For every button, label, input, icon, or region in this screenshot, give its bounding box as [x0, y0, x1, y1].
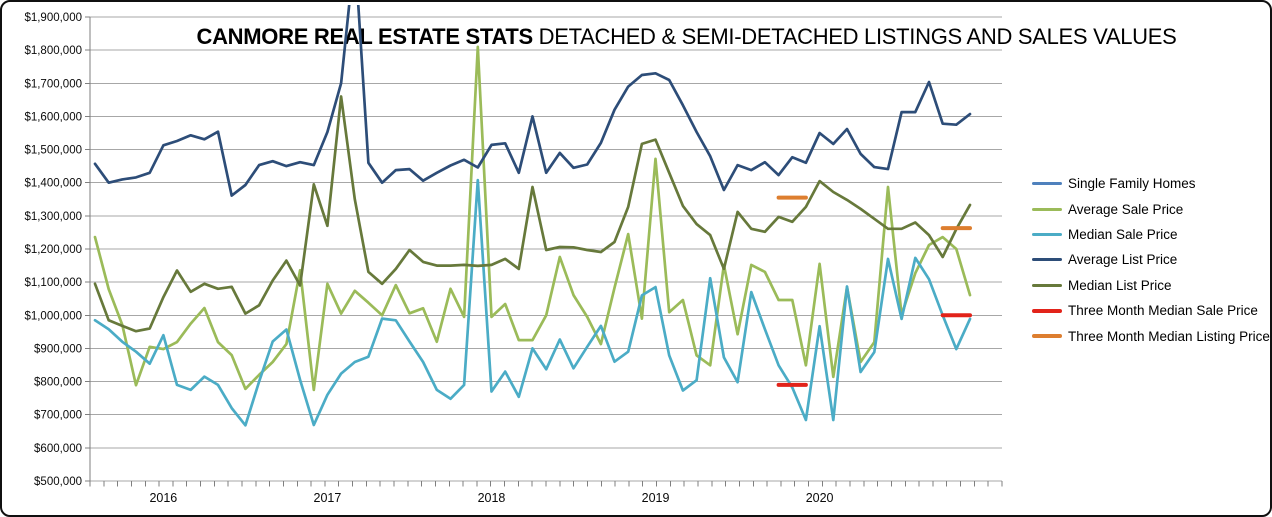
- y-axis-label: $1,800,000: [24, 45, 82, 57]
- series-line-median-sale-price: [93, 178, 972, 427]
- chart-title: CANMORE REAL ESTATE STATS DETACHED & SEM…: [107, 24, 1266, 50]
- y-axis-label: $1,300,000: [24, 211, 82, 223]
- y-axis-label: $1,400,000: [24, 178, 82, 190]
- legend-item-average-list-price: Average List Price: [1032, 247, 1270, 272]
- legend-line-swatch: [1032, 232, 1062, 236]
- y-axis-label: $1,500,000: [24, 145, 82, 157]
- x-axis-year-label: 2018: [478, 491, 506, 505]
- legend-label: Three Month Median Sale Price: [1068, 303, 1258, 319]
- legend-line-swatch: [1032, 182, 1062, 186]
- y-axis-label: $600,000: [34, 443, 82, 455]
- y-axis-label: $700,000: [34, 410, 82, 422]
- series-line-average-list-price: [93, 5, 972, 197]
- legend-label: Median List Price: [1068, 277, 1172, 293]
- series-line-average-sale-price: [93, 45, 972, 392]
- legend-line-swatch: [1032, 308, 1062, 313]
- legend-line-swatch: [1032, 207, 1062, 211]
- y-axis-label: $900,000: [34, 343, 82, 355]
- x-axis-year-label: 2020: [806, 491, 834, 505]
- y-axis-label: $1,700,000: [24, 78, 82, 90]
- y-axis-label: $1,000,000: [24, 310, 82, 322]
- legend-line-swatch: [1032, 258, 1062, 262]
- y-axis-label: $500,000: [34, 476, 82, 488]
- y-axis-label: $1,600,000: [24, 111, 82, 123]
- legend-item-three-month-median-listing-price: Three Month Median Listing Price: [1032, 323, 1270, 348]
- y-axis-label: $1,200,000: [24, 244, 82, 256]
- chart-title-subtitle: DETACHED & SEMI-DETACHED LISTINGS AND SA…: [532, 24, 1177, 49]
- chart-legend: Single Family Homes Average Sale Price Med…: [1032, 171, 1270, 349]
- y-axis-label: $1,100,000: [24, 277, 82, 289]
- y-axis-label: $800,000: [34, 377, 82, 389]
- legend-line-swatch: [1032, 334, 1062, 339]
- legend-item-single-family-homes: Single Family Homes: [1032, 171, 1270, 196]
- legend-item-median-sale-price: Median Sale Price: [1032, 222, 1270, 247]
- legend-label: Average List Price: [1068, 252, 1178, 268]
- x-axis-year-label: 2016: [149, 491, 177, 505]
- legend-label: Three Month Median Listing Price: [1068, 328, 1270, 344]
- x-axis-year-label: 2017: [314, 491, 342, 505]
- x-axis-year-label: 2019: [642, 491, 670, 505]
- series-line-median-list-price: [93, 95, 972, 333]
- legend-label: Average Sale Price: [1068, 201, 1184, 217]
- legend-label: Median Sale Price: [1068, 226, 1178, 242]
- legend-line-swatch: [1032, 283, 1062, 287]
- y-axis-label: $1,900,000: [24, 12, 82, 24]
- legend-item-average-sale-price: Average Sale Price: [1032, 196, 1270, 221]
- legend-label: Single Family Homes: [1068, 176, 1196, 192]
- legend-item-median-list-price: Median List Price: [1032, 273, 1270, 298]
- legend-item-three-month-median-sale-price: Three Month Median Sale Price: [1032, 298, 1270, 323]
- chart-title-bold: CANMORE REAL ESTATE STATS: [196, 24, 534, 49]
